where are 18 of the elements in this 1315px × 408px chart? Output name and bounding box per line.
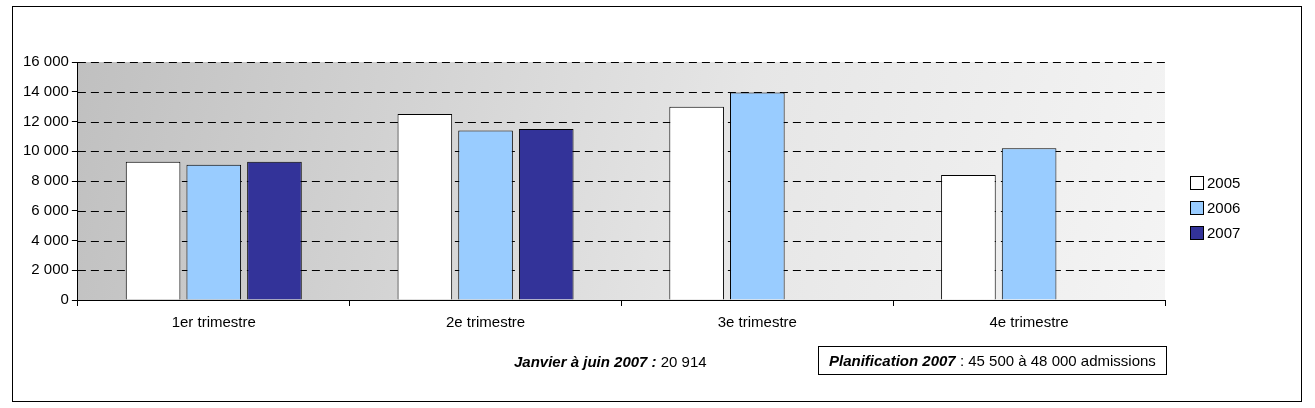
y-tick-label: 8 000 <box>31 171 69 189</box>
y-tick-label: 0 <box>60 290 69 308</box>
x-tick-label: 1er trimestre <box>171 313 256 331</box>
x-tick-label: 4e trimestre <box>989 313 1069 331</box>
legend-label: 2005 <box>1207 173 1241 193</box>
y-tick-label: 2 000 <box>31 260 69 278</box>
y-tick-label: 14 000 <box>22 81 69 99</box>
y-tick-label: 10 000 <box>22 141 69 159</box>
y-tick-label: 12 000 <box>22 111 69 129</box>
y-tick-label: 6 000 <box>31 200 69 218</box>
y-tick-label: 16 000 <box>22 52 69 70</box>
x-tick-label: 2e trimestre <box>445 313 526 331</box>
legend-label: 2007 <box>1207 223 1241 243</box>
x-tick-label: 3e trimestre <box>717 313 797 331</box>
y-tick-label: 4 000 <box>31 230 69 248</box>
legend-label: 2006 <box>1207 198 1241 218</box>
text: Planification 2007 : 45 500 à 48 000 admissions <box>818 346 1167 375</box>
text: Janvier à juin 2007 : 20 914 <box>514 353 707 370</box>
